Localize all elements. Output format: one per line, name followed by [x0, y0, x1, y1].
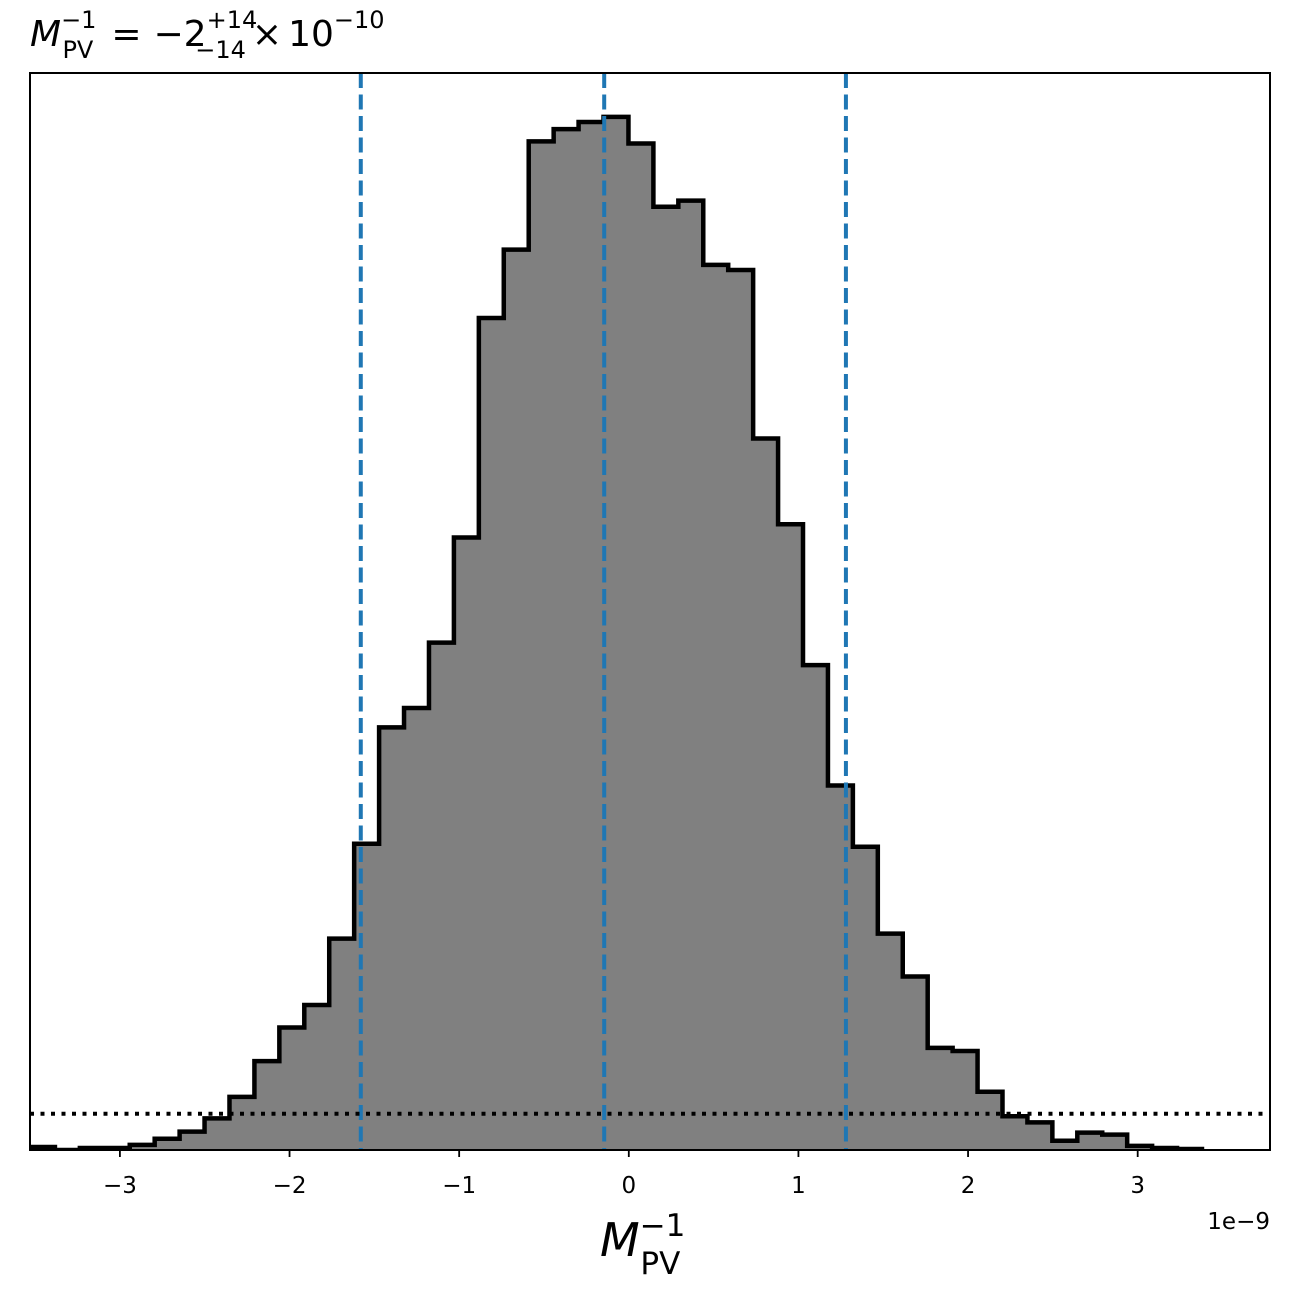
axes-frame: [29, 72, 1271, 1151]
x-tick-label: −2: [273, 1173, 307, 1199]
histogram-bar: [852, 846, 879, 1150]
xlabel-main: M: [600, 1213, 640, 1267]
title-lhs-sup: −1: [61, 6, 96, 34]
histogram-bar: [827, 785, 854, 1150]
histogram-bar: [129, 1144, 156, 1150]
title-value: −2: [154, 14, 207, 55]
histogram-bar: [952, 1050, 979, 1150]
title-lhs: M: [30, 14, 61, 55]
title-lhs-sub: PV: [62, 36, 93, 64]
title-err-minus: −14: [195, 36, 246, 64]
x-tick-label: −1: [442, 1173, 476, 1199]
histogram-bar: [154, 1138, 181, 1150]
title-err-plus: +14: [207, 6, 258, 34]
histogram-bar: [179, 1131, 206, 1150]
xlabel-sup: −1: [640, 1208, 686, 1244]
histogram-bar: [778, 524, 804, 1150]
x-axis-label: M−1 PV: [600, 1208, 685, 1282]
histogram-bar: [803, 665, 829, 1150]
histogram-bar: [877, 933, 904, 1150]
x-axis-offset-label: 1e−9: [1207, 1209, 1270, 1235]
title-times: ×: [252, 14, 282, 55]
histogram-bar: [528, 141, 555, 1150]
histogram-bar: [254, 1061, 280, 1150]
histogram-bar: [728, 270, 754, 1150]
histogram-bar: [578, 122, 605, 1150]
title-equals: =: [111, 14, 141, 55]
histogram-bar: [229, 1096, 255, 1150]
histogram-bar: [304, 1005, 330, 1150]
x-tick-label: 3: [1130, 1173, 1145, 1199]
histogram-bar: [1102, 1134, 1128, 1150]
histogram-bar: [678, 200, 704, 1150]
histogram-bar: [977, 1091, 1003, 1150]
histogram-bar: [1002, 1116, 1028, 1150]
histogram-bar: [428, 642, 455, 1150]
histogram-bar: [902, 976, 929, 1150]
histogram-bar: [1027, 1122, 1053, 1150]
histogram-bar: [927, 1047, 954, 1150]
chart-title: M−1 PV = −2+14 −14 × 10−10: [30, 6, 385, 64]
histogram-bar: [628, 143, 654, 1150]
histogram-bar: [603, 116, 629, 1150]
histogram-bar: [753, 438, 779, 1150]
x-axis: −3 −2 −1 0 1 2 3: [103, 1150, 1145, 1199]
x-tick-label: −3: [103, 1173, 137, 1199]
histogram-bar: [329, 938, 355, 1150]
histogram-bar: [503, 249, 530, 1150]
title-exponent: −10: [334, 6, 385, 34]
histogram-bar: [204, 1118, 230, 1150]
histogram-bar: [553, 129, 580, 1150]
xlabel-sub: PV: [640, 1246, 680, 1282]
histogram-bar: [279, 1027, 305, 1150]
x-tick-label: 0: [621, 1173, 636, 1199]
histogram-bar: [404, 707, 430, 1150]
histogram-bars: [30, 116, 1203, 1150]
histogram-bar: [653, 206, 679, 1150]
histogram-bar: [453, 537, 480, 1150]
title-base: 10: [288, 14, 334, 55]
histogram-bar: [1077, 1132, 1103, 1150]
x-tick-label: 2: [961, 1173, 976, 1199]
histogram-bar: [703, 264, 729, 1150]
histogram-bar: [478, 318, 505, 1150]
x-tick-label: 1: [791, 1173, 806, 1199]
histogram-bar: [379, 727, 405, 1150]
plot-area: [30, 73, 1270, 1150]
histogram-outline: [30, 114, 1205, 1150]
histogram-bar: [1052, 1140, 1078, 1150]
histogram-bar: [354, 843, 380, 1150]
